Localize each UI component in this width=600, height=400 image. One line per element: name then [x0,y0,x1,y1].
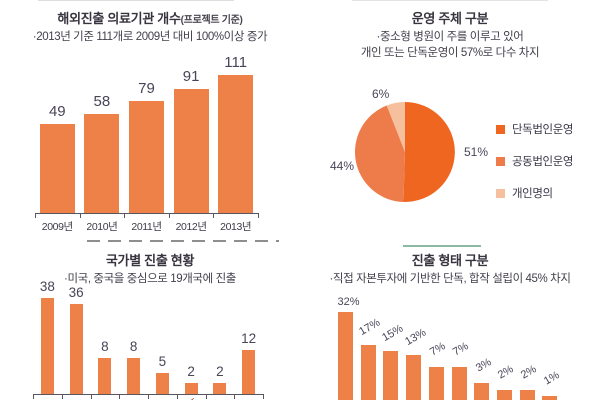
bar-value-label: 8 [129,339,138,354]
bar [84,114,120,213]
chart-title-note: (프로젝트 기준) [180,15,243,26]
x-axis-label: 2011년 [131,221,162,233]
pie-percent-label: 6% [372,87,390,101]
cropped-text-line-bottom-right [403,245,481,247]
bar-plot-area: 38중국36미국8베트남8몽골5카자흐스탄2UAE2러시아12기타 [0,240,300,400]
pie-slice-3 [386,102,405,152]
bar-value-label: 49 [48,103,66,120]
x-axis-tick [61,394,63,399]
x-axis-tick [258,213,259,218]
legend-swatch-icon [496,156,505,166]
legend-item: 공동법인운영 [496,153,573,169]
chart-by-country: 국가별 진출 현황 ·미국, 중국을 중심으로 19개국에 진출 38중국36미… [0,240,300,400]
bar-value-label: 38 [39,279,55,294]
cropped-line-top-right [352,0,548,1]
x-axis-tick [35,213,36,218]
bar-value-label: 2 [216,364,224,379]
cropped-text-line-bottom-left [87,240,279,242]
subtitle-line-1: ·중소형 병원이 주를 이루고 있어 [376,31,524,43]
bar [406,355,422,400]
x-axis-tick [263,394,264,399]
cropped-line-top-left [38,0,234,1]
bar [338,312,353,400]
bar-value-label: 58 [93,93,111,110]
bar [242,350,256,394]
bar [383,351,399,400]
bar [39,124,75,213]
bar-value-label: 36 [68,285,84,300]
bar-value-label: 12 [241,331,257,346]
x-axis-tick [213,213,215,218]
bar-value-label: 2 [187,364,195,379]
x-axis-tick [90,394,92,399]
pie-slice-2 [354,105,405,202]
pie-percent-label: 44% [330,159,355,173]
bar [519,390,535,400]
legend-swatch-icon [496,188,505,198]
legend-label: 개인명의 [512,188,553,200]
bar-plot-area: 49 2009년 58 2010년 79 2011년 91 2012년 111 2013년 [0,0,300,240]
legend-swatch-icon [496,124,505,134]
pie-slice-1 [403,102,455,202]
bar [428,367,444,400]
bar [542,396,558,400]
chart-title: 진출 형태 구분 [411,253,489,268]
bar [474,383,490,400]
x-axis-label: 2013년 [220,221,252,233]
bar [155,373,169,394]
bar [184,383,198,394]
chart-title: 국가별 진출 현황 [105,253,195,268]
legend-label: 단독법인운영 [512,124,574,136]
chart-title: 해외진출 의료기관 개수(프로젝트 기준) [0,0,300,27]
chart-subtitle: ·중소형 병원이 주를 이루고 있어 개인 또는 단독운영이 57%로 다수 차… [300,30,600,61]
bar-value-label: 8 [101,339,109,354]
x-axis-tick [124,213,126,218]
x-axis-tick [205,394,207,399]
bar [213,383,227,394]
bar-value-label: 32% [337,296,360,308]
bar [360,345,376,400]
x-axis-tick [148,394,149,399]
pie-percent-label: 51% [464,145,489,159]
x-axis-tick [33,394,34,399]
bar [173,89,209,213]
chart-subtitle: ·직접 자본투자에 기반한 단독, 합작 설립이 45% 차지 [329,273,571,285]
chart-entry-form: 진출 형태 구분 ·직접 자본투자에 기반한 단독, 합작 설립이 45% 차지… [300,240,600,400]
chart-subtitle: ·미국, 중국을 중심으로 19개국에 진출 [64,273,236,285]
chart-overseas-count: 해외진출 의료기관 개수(프로젝트 기준) ·2013년 기준 111개로 20… [0,0,300,240]
legend-item: 단독법인운영 [496,121,573,137]
chart-operation-entity: 운영 주체 구분 ·중소형 병원이 주를 이루고 있어 개인 또는 단독운영이 … [300,0,600,240]
bar [98,358,112,394]
bar [496,390,512,400]
x-axis-line [35,213,258,214]
x-axis-tick [79,213,81,218]
legend-label: 공동법인운영 [512,156,574,168]
bar [127,358,141,394]
x-axis-tick [234,394,236,399]
bar-value-label: 79 [138,80,155,97]
x-axis-tick [176,394,178,399]
chart-title: 운영 주체 구분 [411,11,489,26]
legend-item: 개인명의 [496,185,573,201]
bar [218,75,254,213]
bar [129,101,164,213]
bar-value-label: 91 [182,68,200,85]
x-axis-tick [119,394,121,399]
x-axis-tick [168,213,170,218]
x-axis-label: 2009년 [41,221,73,233]
bar-value-label: 111 [224,54,248,71]
chart-title-text: 해외진출 의료기관 개수 [57,11,181,26]
bar [40,298,54,394]
x-axis-label: 2010년 [86,221,118,233]
chart-subtitle: ·2013년 기준 111개로 2009년 대비 100%이상 증가 [32,31,268,43]
bar-value-label: 5 [158,354,167,369]
subtitle-line-2: 개인 또는 단독운영이 57%로 다수 차지 [360,46,540,59]
x-axis-label: 2012년 [175,221,207,233]
pie-chart [354,102,455,202]
bar [451,367,467,400]
bar [69,304,83,394]
bar-plot-area: 32% 17% 15% 13% 7% 7% 3% 2% 2% 1% [300,240,600,400]
